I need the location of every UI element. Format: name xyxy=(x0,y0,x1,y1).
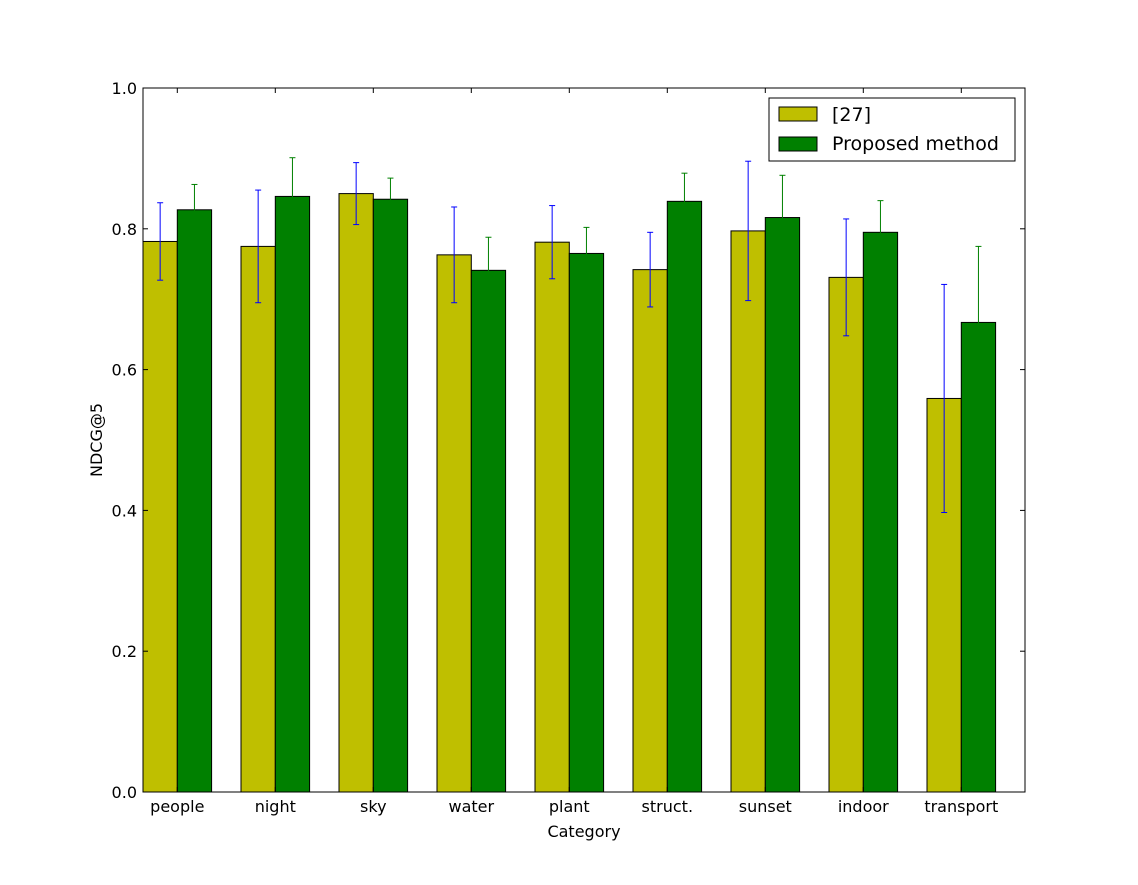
bar-people-series-1 xyxy=(142,240,178,793)
y-axis-label: NDCG@5 xyxy=(87,403,106,477)
y-tick-label-0-2: 0.2 xyxy=(112,642,137,661)
bar-sky-series-2 xyxy=(372,198,409,793)
bar-struct-series-2 xyxy=(666,200,703,793)
x-tick-label-plant: plant xyxy=(549,797,590,816)
legend-swatch-27 xyxy=(778,106,818,122)
legend-label-proposed-method: Proposed method xyxy=(832,133,999,155)
x-tick-label-indoor: indoor xyxy=(838,797,889,816)
bar-plant-series-1 xyxy=(534,241,570,793)
bar-people-series-2 xyxy=(176,209,213,793)
y-tick-label-1-0: 1.0 xyxy=(112,79,137,98)
legend-label-27: [27] xyxy=(832,104,871,126)
x-tick-label-night: night xyxy=(255,797,296,816)
bars-layer xyxy=(142,193,997,793)
x-tick-label-sunset: sunset xyxy=(739,797,792,816)
x-tick-label-transport: transport xyxy=(924,797,998,816)
x-axis-label: Category xyxy=(547,822,620,841)
x-tick-label-sky: sky xyxy=(360,797,387,816)
bar-sky-series-1 xyxy=(338,193,374,793)
bar-water-series-2 xyxy=(470,269,507,793)
bar-plant-series-2 xyxy=(568,252,605,793)
x-tick-label-people: people xyxy=(150,797,204,816)
ticks-layer: people night sky water plant struct. sunset ind… xyxy=(112,79,1025,816)
bar-night-series-1 xyxy=(240,245,276,793)
y-tick-label-0-4: 0.4 xyxy=(112,501,137,520)
legend-swatch-proposed-method xyxy=(778,136,818,152)
y-tick-label-0-6: 0.6 xyxy=(112,361,137,380)
bar-struct-series-1 xyxy=(632,269,668,793)
bar-indoor-series-1 xyxy=(828,276,864,793)
bar-transport-series-2 xyxy=(960,321,997,793)
y-tick-label-0-8: 0.8 xyxy=(112,220,137,239)
bar-water-series-1 xyxy=(436,254,472,793)
x-tick-label-struct: struct. xyxy=(642,797,693,816)
bar-sunset-series-1 xyxy=(730,230,766,793)
error-bars-layer xyxy=(157,157,982,514)
x-tick-label-water: water xyxy=(449,797,495,816)
bar-night-series-2 xyxy=(274,195,311,793)
bar-sunset-series-2 xyxy=(764,217,801,793)
legend: [27] Proposed method xyxy=(768,97,1016,162)
bar-indoor-series-2 xyxy=(862,231,899,793)
plot-frame xyxy=(142,87,1026,793)
y-tick-label-0-0: 0.0 xyxy=(112,783,137,802)
